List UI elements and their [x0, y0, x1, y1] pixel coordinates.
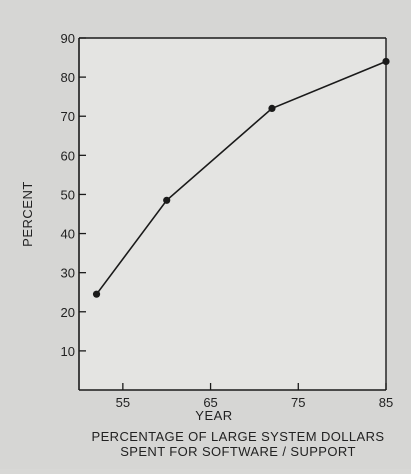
data-point [268, 104, 276, 112]
y-tick-label: 80 [61, 70, 75, 85]
y-tick-label: 60 [61, 148, 75, 163]
caption-line-1: PERCENTAGE OF LARGE SYSTEM DOLLARS [92, 429, 385, 444]
y-tick-label: 90 [61, 31, 75, 46]
x-axis-ticks: 55 65 75 85 [116, 383, 393, 410]
x-tick-label: 55 [116, 395, 130, 410]
data-point [163, 196, 171, 204]
x-axis-title: YEAR [195, 408, 232, 423]
x-tick-label: 75 [291, 395, 305, 410]
y-axis-title: PERCENT [20, 181, 35, 247]
y-tick-label: 10 [61, 344, 75, 359]
plot-area [79, 38, 386, 390]
x-tick-label: 65 [203, 395, 217, 410]
y-tick-label: 50 [61, 187, 75, 202]
y-tick-label: 40 [61, 227, 75, 242]
caption-line-2: SPENT FOR SOFTWARE / SUPPORT [120, 444, 356, 459]
series-line [95, 60, 387, 295]
y-tick-label: 30 [61, 266, 75, 281]
y-tick-label: 20 [61, 305, 75, 320]
data-point [92, 290, 101, 298]
x-tick-label: 85 [379, 395, 393, 410]
data-point [382, 57, 390, 66]
series-group [92, 57, 390, 298]
y-axis-ticks: 10 20 30 40 50 60 70 80 90 [61, 31, 86, 359]
y-tick-label: 70 [61, 109, 75, 124]
